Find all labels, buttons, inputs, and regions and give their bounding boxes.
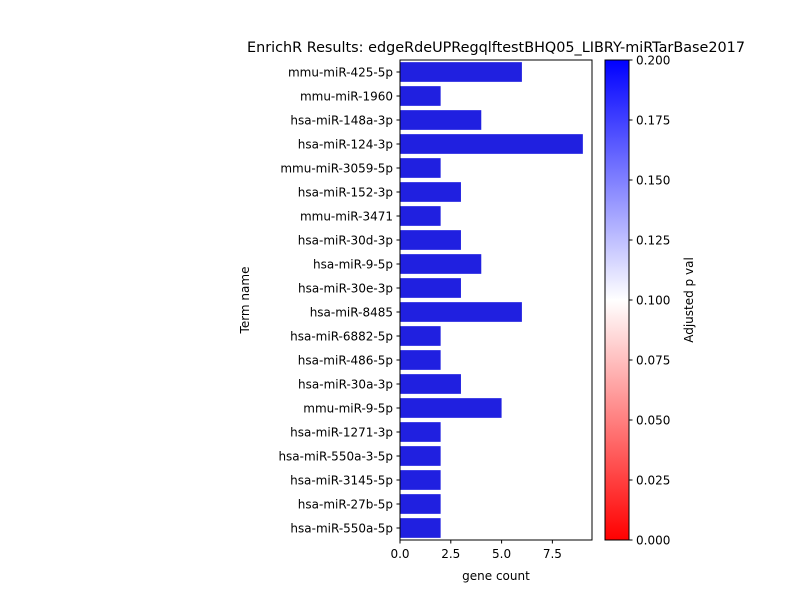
bar — [400, 230, 461, 250]
bar — [400, 374, 461, 394]
x-tick-label: 0.0 — [390, 547, 409, 561]
y-tick-label: hsa-miR-550a-5p — [290, 522, 393, 536]
y-tick-label: mmu-miR-1960 — [300, 90, 393, 104]
y-axis-label: Term name — [238, 267, 252, 335]
bar — [400, 182, 461, 202]
x-axis: 0.0 2.5 5.0 7.5 — [390, 540, 562, 561]
colorbar-tick-label: 0.125 — [636, 234, 670, 248]
bar — [400, 470, 441, 490]
bar — [400, 494, 441, 514]
colorbar-tick-label: 0.075 — [636, 354, 670, 368]
colorbar-tick-label: 0.025 — [636, 474, 670, 488]
y-tick-label: mmu-miR-425-5p — [288, 66, 393, 80]
bar — [400, 422, 441, 442]
y-tick-label: hsa-miR-148a-3p — [290, 114, 393, 128]
bar — [400, 254, 482, 274]
y-axis: mmu-miR-425-5p mmu-miR-1960 hsa-miR-148a-3… — [278, 66, 400, 536]
colorbar-tick-label: 0.200 — [636, 54, 670, 68]
y-tick-label: hsa-miR-3145-5p — [290, 474, 393, 488]
y-tick-label: hsa-miR-486-5p — [298, 354, 393, 368]
colorbar-tick-label: 0.050 — [636, 414, 670, 428]
y-tick-label: hsa-miR-6882-5p — [290, 330, 393, 344]
y-tick-label: hsa-miR-30a-3p — [298, 378, 393, 392]
bar — [400, 326, 441, 346]
bar — [400, 62, 522, 82]
y-tick-label: hsa-miR-27b-5p — [298, 498, 393, 512]
colorbar-label: Adjusted p val — [682, 257, 696, 343]
y-tick-label: hsa-miR-1271-3p — [290, 426, 393, 440]
bar — [400, 206, 441, 226]
y-tick-label: mmu-miR-9-5p — [303, 402, 393, 416]
bar — [400, 302, 522, 322]
bar — [400, 158, 441, 178]
x-tick-label: 5.0 — [492, 547, 511, 561]
plot-frame — [399, 59, 593, 541]
bar — [400, 134, 583, 154]
y-tick-label: hsa-miR-152-3p — [298, 186, 393, 200]
colorbar-tick-label: 0.150 — [636, 174, 670, 188]
bars-layer — [400, 62, 583, 538]
bar — [400, 446, 441, 466]
y-tick-label: mmu-miR-3471 — [300, 210, 393, 224]
x-tick-label: 7.5 — [543, 547, 562, 561]
y-tick-label: hsa-miR-30d-3p — [298, 234, 393, 248]
x-tick-label: 2.5 — [441, 547, 460, 561]
chart-title: EnrichR Results: edgeRdeUPRegqlftestBHQ0… — [247, 40, 745, 56]
colorbar: 0.000 0.025 0.050 0.075 0.100 0.125 0.150 0.175… — [604, 54, 696, 548]
colorbar-gradient — [604, 59, 630, 541]
bar — [400, 110, 482, 130]
x-axis-label: gene count — [462, 569, 530, 583]
y-tick-label: hsa-miR-9-5p — [313, 258, 393, 272]
bar — [400, 86, 441, 106]
colorbar-ticks: 0.000 0.025 0.050 0.075 0.100 0.125 0.150 0.175… — [629, 54, 670, 548]
bar — [400, 518, 441, 538]
bar — [400, 398, 502, 418]
bar — [400, 278, 461, 298]
y-tick-label: hsa-miR-8485 — [310, 306, 393, 320]
y-tick-label: mmu-miR-3059-5p — [280, 162, 393, 176]
colorbar-tick-label: 0.175 — [636, 114, 670, 128]
colorbar-tick-label: 0.000 — [636, 534, 670, 548]
y-tick-label: hsa-miR-124-3p — [298, 138, 393, 152]
colorbar-tick-label: 0.100 — [636, 294, 670, 308]
y-tick-label: hsa-miR-30e-3p — [298, 282, 393, 296]
y-tick-label: hsa-miR-550a-3-5p — [278, 450, 393, 464]
bar — [400, 350, 441, 370]
